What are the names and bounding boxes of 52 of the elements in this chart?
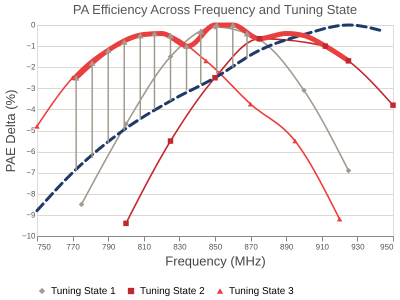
point <box>336 216 342 222</box>
point <box>229 22 236 28</box>
point <box>123 220 129 226</box>
chart-title: PA Efficiency Across Frequency and Tuning State <box>72 2 358 17</box>
point <box>136 32 144 38</box>
point <box>104 47 112 54</box>
legend-label: Tuning State 2 <box>140 286 206 297</box>
x-tick-label: 790 <box>102 242 116 252</box>
point <box>322 43 328 49</box>
x-tick-label: 870 <box>244 242 258 252</box>
y-tick-label: −4 <box>26 104 36 114</box>
x-tick-label: 810 <box>138 242 152 252</box>
x-tick-label: 930 <box>351 242 366 252</box>
y-tick-label: −8 <box>26 189 36 198</box>
point <box>183 43 190 50</box>
legend-label: Tuning State 1 <box>51 286 116 297</box>
y-tick-label: −10 <box>22 232 36 240</box>
y-tick-label: −3 <box>26 84 36 93</box>
x-tick-label: 950 <box>380 242 394 252</box>
point <box>88 60 96 66</box>
point <box>151 30 158 36</box>
point <box>390 102 396 108</box>
point <box>301 88 307 94</box>
point <box>244 30 250 36</box>
point <box>120 38 128 45</box>
point <box>346 168 352 174</box>
x-tick-label: 910 <box>316 242 330 252</box>
point <box>212 75 218 80</box>
y-tick-label: −9 <box>26 210 36 220</box>
x-tick-label: 750 <box>38 242 52 252</box>
x-tick-label: 890 <box>280 242 294 252</box>
point <box>167 32 174 38</box>
y-tick-label: −6 <box>26 147 36 156</box>
point <box>78 202 84 208</box>
point <box>70 75 76 80</box>
point <box>123 121 129 127</box>
point <box>292 138 298 144</box>
x-tick-label: 770 <box>66 242 80 252</box>
point <box>197 28 204 34</box>
point <box>168 138 174 144</box>
y-tick-label: 0 <box>31 20 36 30</box>
y-tick-label: −7 <box>26 168 36 178</box>
y-tick-label: −1 <box>26 42 36 51</box>
point <box>34 124 40 129</box>
legend-label: Tuning State 3 <box>229 286 294 297</box>
y-tick-label: −5 <box>26 126 36 135</box>
point <box>346 58 352 64</box>
y-axis-title: PAE Delta (%) <box>2 90 18 172</box>
x-tick-label: 850 <box>208 242 223 252</box>
x-tick-label: 830 <box>173 242 188 252</box>
x-axis-title: Frequency (MHz) <box>165 254 266 268</box>
y-tick-label: −2 <box>26 62 36 72</box>
